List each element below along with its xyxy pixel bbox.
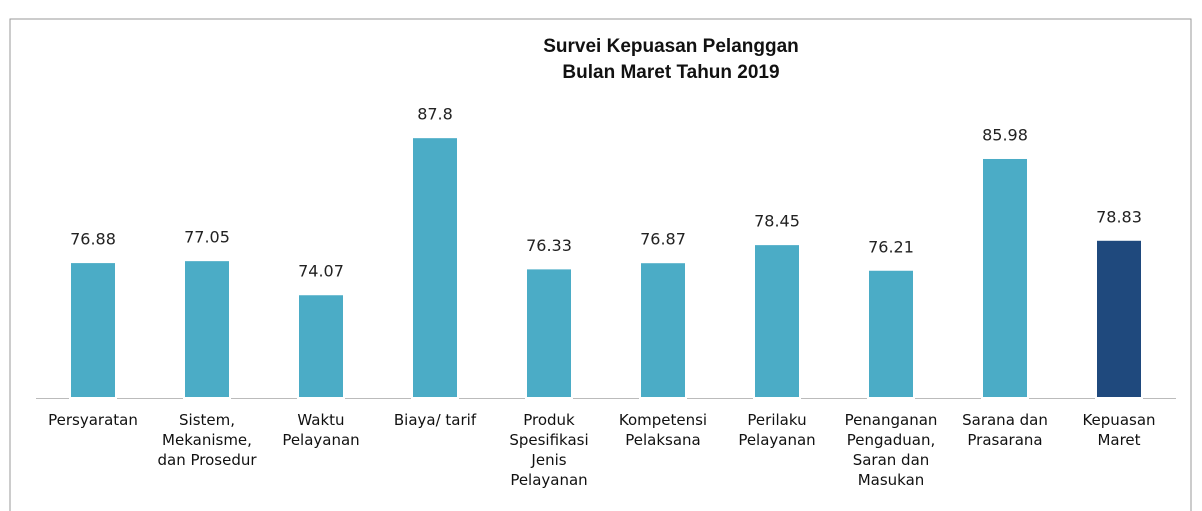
bar: [183, 259, 231, 400]
value-label: 76.33: [526, 236, 572, 255]
value-label: 78.45: [754, 212, 800, 231]
x-tick-label: Sistem, Mekanisme, dan Prosedur: [157, 411, 257, 469]
bar: [411, 136, 459, 399]
x-tick-label: Biaya/ tarif: [393, 411, 477, 429]
x-tick-label: Sarana dan Prasarana: [962, 411, 1048, 449]
value-label: 78.83: [1096, 207, 1142, 226]
bar: [1095, 238, 1143, 399]
bar: [525, 267, 573, 399]
x-tick-label: Perilaku Pelayanan: [738, 411, 816, 449]
frame: [9, 18, 1192, 511]
bar: [297, 293, 345, 399]
bar: [69, 261, 117, 399]
chart-subtitle: Bulan Maret Tahun 2019: [562, 62, 779, 83]
value-label: 76.87: [640, 230, 686, 249]
x-tick-label: Kepuasan Maret: [1082, 411, 1156, 449]
value-label: 76.88: [70, 230, 116, 249]
x-tick-label: Produk Spesifikasi Jenis Pelayanan: [509, 411, 589, 489]
x-tick-label: Kompetensi Pelaksana: [618, 411, 708, 449]
x-tick-label: Persyaratan: [48, 411, 138, 429]
chart-title: Survei Kepuasan Pelanggan: [543, 36, 799, 57]
value-label: 76.21: [868, 237, 914, 256]
bar: [981, 156, 1029, 399]
value-label: 74.07: [298, 262, 344, 281]
x-tick-label: Waktu Pelayanan: [282, 411, 360, 449]
x-tick-label: Penanganan Pengaduan, Saran dan Masukan: [844, 411, 938, 489]
value-label: 87.8: [417, 105, 453, 124]
bar: [639, 261, 687, 400]
bar: [753, 243, 801, 399]
value-label: 85.98: [982, 125, 1028, 144]
value-label: 77.05: [184, 228, 230, 247]
bar: [867, 268, 915, 399]
